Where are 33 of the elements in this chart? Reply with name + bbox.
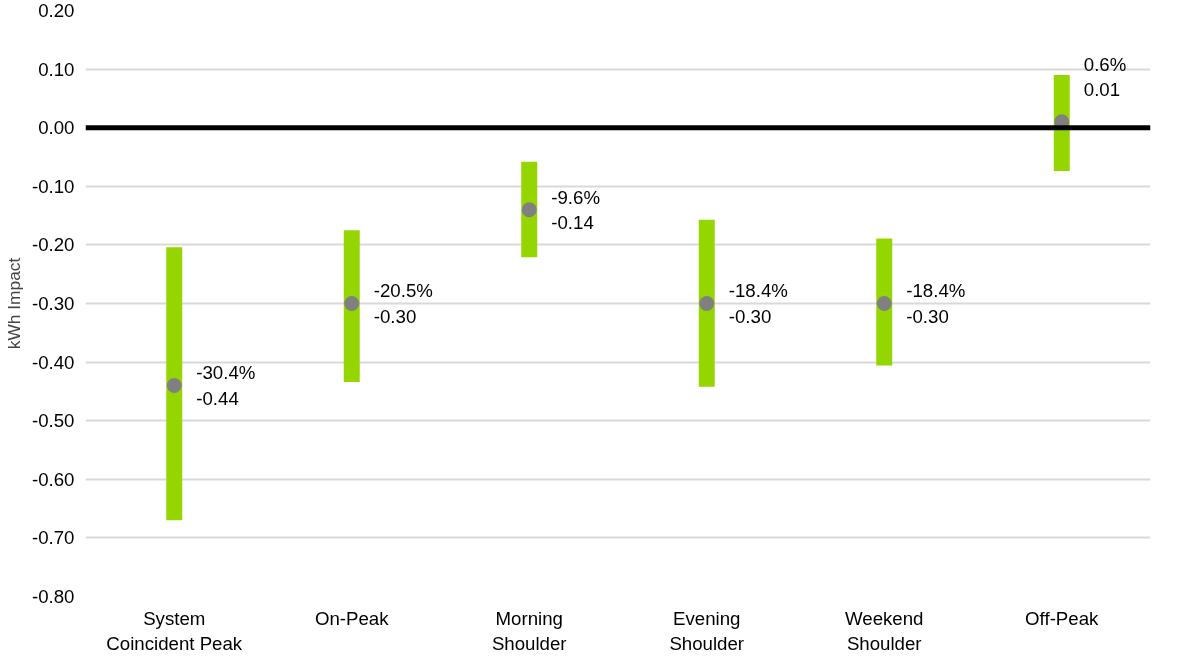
x-tick-label: Off-Peak bbox=[1025, 607, 1100, 629]
bar bbox=[876, 238, 893, 366]
y-tick-label: -0.10 bbox=[31, 175, 75, 197]
y-tick-label: -0.80 bbox=[31, 586, 75, 607]
data-label: 0.6% 0.01 bbox=[1083, 53, 1127, 100]
y-axis-title: kWh Impact bbox=[3, 257, 24, 350]
y-tick-label: 0.10 bbox=[38, 58, 75, 80]
y-tick-label: -0.50 bbox=[31, 410, 75, 432]
y-tick-label: -0.60 bbox=[31, 468, 75, 490]
bar bbox=[343, 230, 360, 383]
x-tick-label: On-Peak bbox=[314, 607, 390, 629]
bar bbox=[166, 247, 183, 521]
x-tick-label: Morning Shoulder bbox=[491, 607, 567, 654]
x-tick-label: Evening Shoulder bbox=[669, 607, 745, 654]
x-tick-label: Weekend Shoulder bbox=[845, 607, 924, 654]
data-label: -9.6% -0.14 bbox=[551, 186, 600, 233]
data-label: -18.4% -0.30 bbox=[906, 280, 966, 327]
point bbox=[876, 296, 892, 311]
data-label: -30.4% -0.44 bbox=[196, 362, 256, 409]
x-tick-label: System Coincident Peak bbox=[106, 607, 243, 654]
point bbox=[521, 202, 537, 218]
point bbox=[699, 296, 715, 311]
point bbox=[166, 378, 182, 394]
point bbox=[344, 296, 360, 311]
data-label: -18.4% -0.30 bbox=[728, 280, 788, 327]
bar bbox=[698, 219, 715, 387]
data-label: -20.5% -0.30 bbox=[373, 280, 433, 327]
y-tick-label: -0.20 bbox=[31, 234, 75, 256]
y-tick-label: -0.70 bbox=[31, 527, 75, 549]
y-tick-label: 0.00 bbox=[38, 117, 75, 139]
y-tick-label: 0.20 bbox=[38, 0, 75, 21]
y-tick-label: -0.40 bbox=[31, 351, 75, 373]
y-tick-label: -0.30 bbox=[31, 293, 75, 314]
